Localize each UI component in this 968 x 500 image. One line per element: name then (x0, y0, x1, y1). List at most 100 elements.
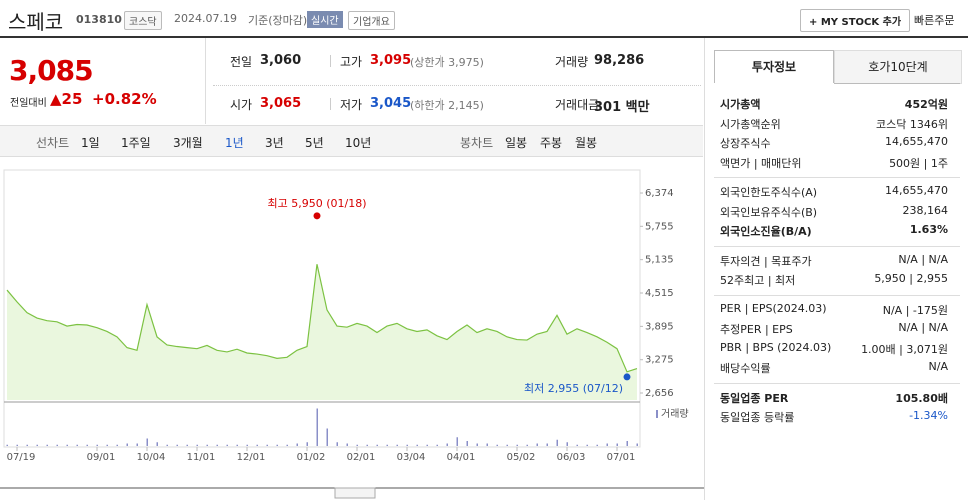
basis: 기준(장마감) (248, 14, 308, 27)
candle-tab[interactable]: 일봉 (505, 136, 528, 150)
volume-bar (186, 444, 188, 446)
company-button[interactable]: 기업개요 (348, 11, 395, 30)
info-label: 외국인한도주식수(A) (720, 186, 818, 199)
volume-bar (256, 444, 258, 446)
info-label: PER | EPS(2024.03) (720, 301, 827, 315)
price-line (6, 264, 638, 373)
volume-bar (576, 444, 578, 446)
volume-bar (326, 428, 328, 446)
collapse-button[interactable] (334, 487, 376, 499)
group-rule (714, 177, 960, 178)
x-tick-label: 07/19 (7, 452, 36, 463)
tab-rule (834, 83, 960, 84)
volume-bar (106, 444, 108, 446)
volume-bar (206, 444, 208, 446)
volume-bar (366, 444, 368, 446)
x-tick-label: 02/01 (347, 452, 376, 463)
info-value: N/A | N/A (898, 321, 948, 334)
quote-label: 저가 (340, 98, 363, 112)
volume-bar (506, 444, 508, 446)
info-value: 105.80배 (895, 391, 948, 405)
volume-legend-swatch (656, 410, 658, 418)
stock-name: 스페코 (8, 10, 64, 34)
period-tab[interactable]: 1주일 (121, 136, 151, 150)
candle-tab[interactable]: 월봉 (575, 136, 598, 150)
market: 코스닥 (124, 11, 162, 30)
quick-order[interactable]: 빠른주문 (914, 14, 955, 27)
info-label: 외국인보유주식수(B) (720, 205, 818, 219)
info-tab[interactable]: 투자정보 (714, 50, 834, 83)
period-tab[interactable]: 3개월 (173, 136, 203, 150)
volume-bar (536, 443, 538, 446)
quote-label: 시가 (230, 98, 253, 112)
quote-value: 98,286 (594, 53, 645, 68)
annotation-dot (623, 373, 631, 381)
period-tab[interactable]: 10년 (345, 136, 372, 150)
volume-bar (406, 444, 408, 446)
volume-bar (6, 444, 8, 446)
x-tick-label: 01/02 (297, 452, 326, 463)
x-tick-label: 12/01 (237, 452, 266, 463)
period-tab[interactable]: 3년 (265, 136, 284, 150)
volume-bar (156, 442, 158, 446)
info-tab[interactable]: 호가10단계 (834, 50, 962, 84)
price-area (7, 264, 637, 400)
info-label: 52주최고 | 최저 (720, 274, 796, 287)
info-value: 500원 | 1주 (889, 156, 948, 170)
candle-tab[interactable]: 주봉 (540, 136, 563, 150)
quote-label: 거래대금 (555, 98, 600, 112)
y-tick-label: 2,656 (645, 388, 674, 399)
y-tick-label: 4,515 (645, 288, 674, 299)
volume-bar (116, 444, 118, 446)
header-rule (0, 36, 968, 38)
tab-label: 선차트 (36, 136, 70, 150)
info-value: 238,164 (902, 203, 949, 217)
divider (440, 98, 441, 110)
volume-bar (56, 444, 58, 446)
volume-bar (306, 442, 308, 446)
y-tick-label: 6,374 (645, 188, 674, 199)
annotation-label: 최저 2,955 (07/12) (524, 382, 623, 395)
x-tick-label: 07/01 (607, 452, 636, 463)
period-tab[interactable]: 1년 (225, 136, 244, 150)
volume-bar (556, 439, 558, 446)
annotation-label: 최고 5,950 (01/18) (267, 197, 366, 210)
annotation-dot (313, 212, 321, 220)
volume-bar (456, 437, 458, 446)
tab-bar (0, 125, 703, 157)
period-tab[interactable]: 1일 (81, 136, 100, 150)
divider (205, 38, 206, 124)
volume-bar (526, 444, 528, 446)
volume-bar (166, 444, 168, 446)
period-tab[interactable]: 5년 (305, 136, 324, 150)
info-label: PBR | BPS (2024.03) (720, 340, 832, 354)
volume-bar (606, 443, 608, 446)
divider (213, 85, 701, 86)
mystock-button[interactable]: + MY STOCK 추가 (800, 9, 911, 32)
info-label: 동일업종 PER (720, 391, 789, 405)
y-tick-label: 3,275 (645, 355, 674, 366)
realtime-badge: 실시간 (307, 11, 343, 28)
volume-bar (596, 444, 598, 446)
volume-bar (16, 444, 18, 446)
chart: 6,374 5,755 5,135 4,515 3,895 3,275 2,656 최고 5,… (0, 169, 704, 499)
volume-bar (176, 444, 178, 446)
info-label: 추정PER | EPS (720, 323, 793, 336)
quote-extra: (하한가 2,145) (410, 99, 484, 112)
volume-bar (476, 443, 478, 446)
volume-bar (76, 444, 78, 446)
volume-bar (226, 444, 228, 446)
volume-bar (36, 444, 38, 446)
divider (330, 98, 331, 110)
volume-bar (336, 442, 338, 446)
quote-value: 3,065 (260, 96, 302, 111)
volume-bar (416, 444, 418, 446)
info-label: 시가총액 (720, 98, 761, 111)
volume-bar (436, 444, 438, 446)
quote-label: 전일 (230, 55, 253, 69)
volume-legend: 거래량 (661, 408, 689, 420)
info-value: 14,655,470 (885, 135, 948, 148)
divider (440, 55, 441, 67)
x-tick-label: 11/01 (187, 452, 216, 463)
info-label: 액면가 | 매매단위 (720, 156, 802, 170)
